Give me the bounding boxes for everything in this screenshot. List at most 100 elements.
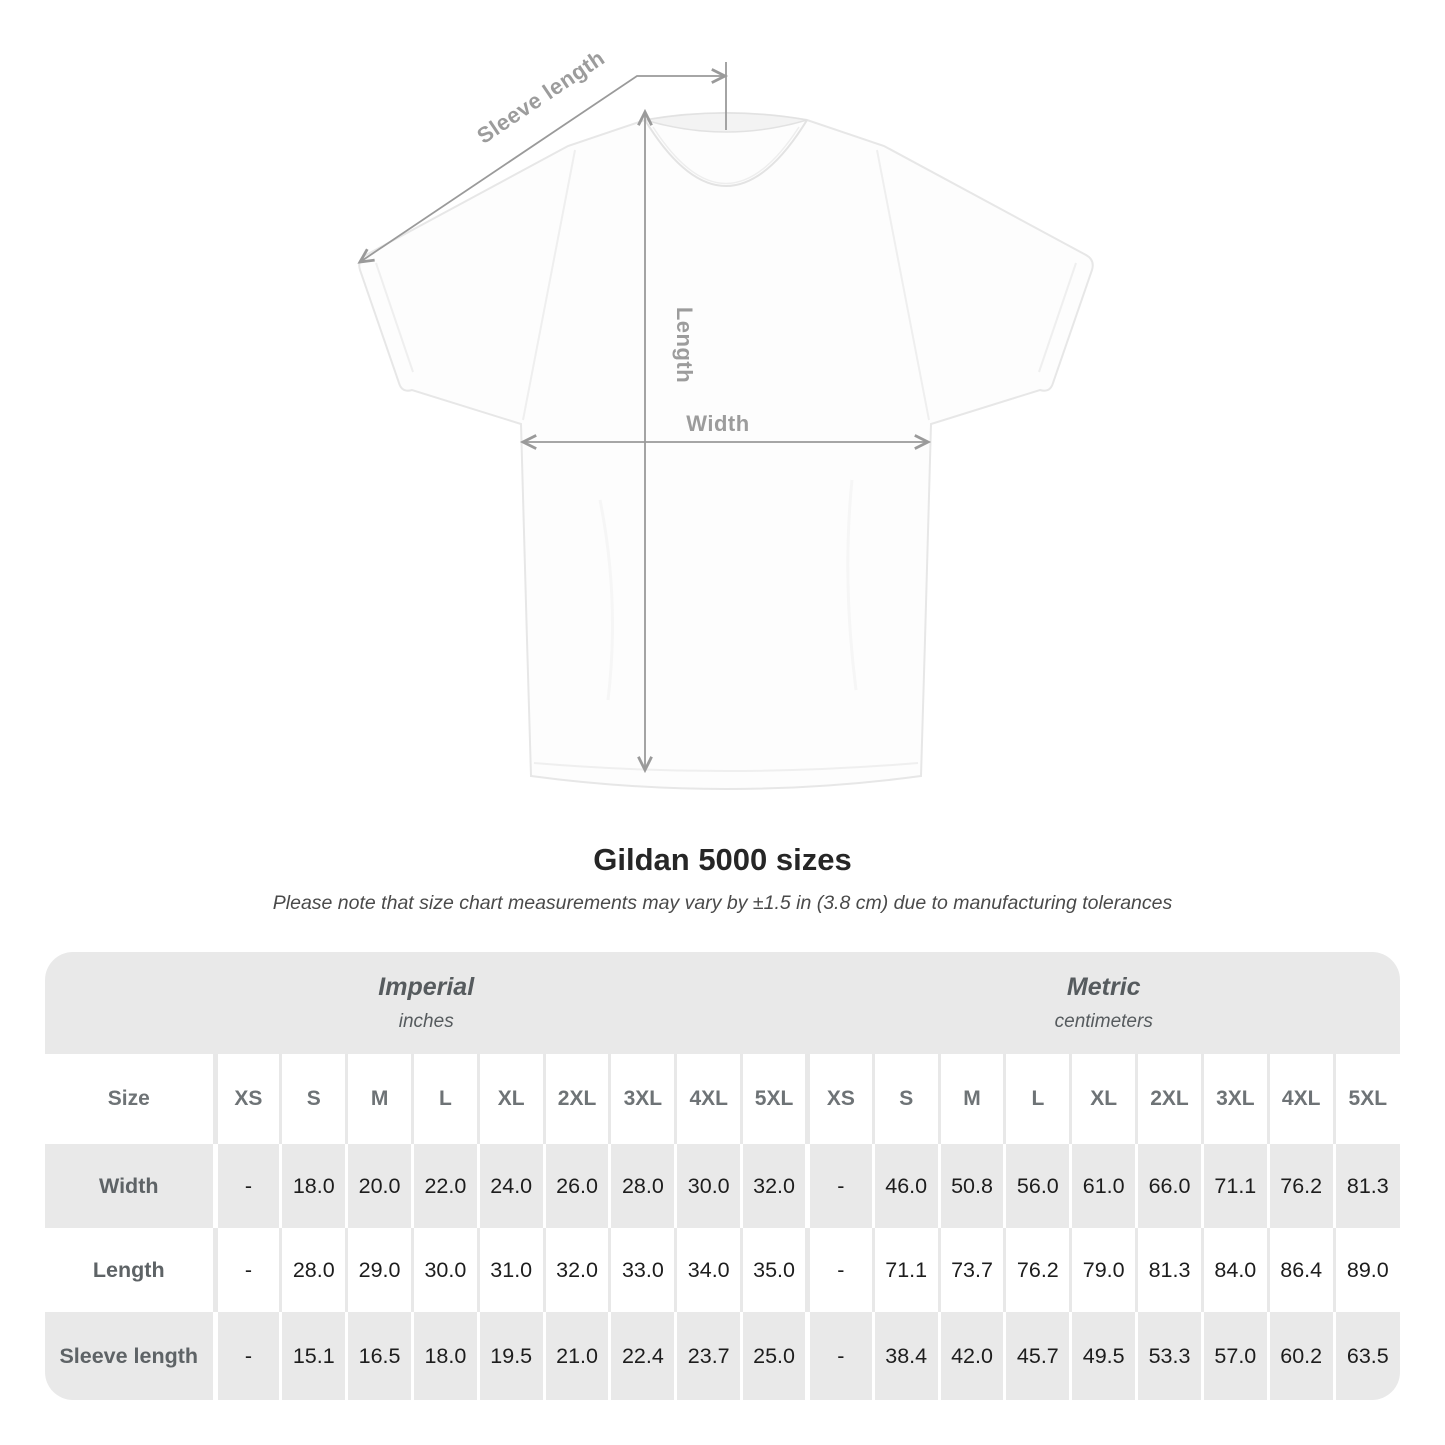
size-col-header: XL: [1069, 1054, 1137, 1144]
size-col-header: 3XL: [608, 1054, 676, 1144]
size-col-header: M: [345, 1054, 413, 1144]
table-cell: 22.0: [410, 1144, 479, 1228]
table-cell: 73.7: [937, 1228, 1005, 1312]
table-cell: 19.5: [476, 1312, 545, 1400]
size-col-header: 4XL: [1266, 1054, 1335, 1144]
width-row: Width - 18.0 20.0 22.0 24.0 26.0 28.0 30…: [45, 1144, 1400, 1228]
size-col-header: L: [410, 1054, 479, 1144]
table-cell: 35.0: [740, 1228, 808, 1312]
table-cell: 63.5: [1332, 1312, 1400, 1400]
table-cell: 61.0: [1069, 1144, 1137, 1228]
table-cell: 79.0: [1069, 1228, 1137, 1312]
size-col-header: 2XL: [1135, 1054, 1203, 1144]
size-col-header: 5XL: [740, 1054, 808, 1144]
table-cell: 60.2: [1266, 1312, 1335, 1400]
table-cell: 46.0: [871, 1144, 940, 1228]
table-cell: 53.3: [1135, 1312, 1203, 1400]
table-cell: 71.1: [1200, 1144, 1269, 1228]
table-cell: 71.1: [871, 1228, 940, 1312]
metric-unit: centimeters: [1054, 1011, 1153, 1032]
size-col-header: 5XL: [1332, 1054, 1400, 1144]
table-cell: 89.0: [1332, 1228, 1400, 1312]
metric-title: Metric: [1066, 973, 1141, 1001]
table-cell: 38.4: [871, 1312, 940, 1400]
table-cell: -: [212, 1228, 281, 1312]
tshirt-diagram-svg: Sleeve length Length Width: [357, 45, 1094, 791]
size-chart-table: Imperial inches Metric centimeters Size …: [45, 952, 1400, 1400]
size-chart-container: Imperial inches Metric centimeters Size …: [45, 952, 1400, 1400]
row-label: Width: [45, 1144, 215, 1228]
table-cell: 20.0: [345, 1144, 413, 1228]
table-cell: 28.0: [608, 1144, 676, 1228]
table-cell: -: [804, 1228, 874, 1312]
tshirt-outline: [358, 112, 1094, 791]
size-col-header: XS: [804, 1054, 874, 1144]
size-col-header: XS: [212, 1054, 281, 1144]
table-cell: 31.0: [476, 1228, 545, 1312]
table-cell: 16.5: [345, 1312, 413, 1400]
row-label: Sleeve length: [45, 1312, 215, 1400]
table-cell: 30.0: [674, 1144, 742, 1228]
table-cell: 23.7: [674, 1312, 742, 1400]
table-cell: 18.0: [279, 1144, 347, 1228]
size-header-row: Size XS S M L XL 2XL 3XL 4XL 5XL XS S M …: [45, 1054, 1400, 1144]
sleeve-length-arrow: [357, 68, 729, 264]
tshirt-bottom-hem: [533, 762, 919, 772]
imperial-title: Imperial: [378, 973, 475, 1001]
table-cell: 22.4: [608, 1312, 676, 1400]
size-col-header: 3XL: [1200, 1054, 1269, 1144]
table-cell: 18.0: [410, 1312, 479, 1400]
table-cell: 28.0: [279, 1228, 347, 1312]
tshirt-wrinkle: [846, 479, 858, 691]
tolerance-note: Please note that size chart measurements…: [272, 892, 1173, 914]
row-label: Length: [45, 1228, 215, 1312]
size-col-header: 2XL: [542, 1054, 610, 1144]
table-cell: 33.0: [608, 1228, 676, 1312]
width-label: Width: [686, 411, 749, 436]
table-cell: 76.2: [1003, 1228, 1071, 1312]
table-cell: 56.0: [1003, 1144, 1071, 1228]
table-cell: -: [212, 1312, 281, 1400]
tshirt-measurement-diagram: Sleeve length Length Width: [357, 45, 1094, 791]
table-cell: 32.0: [740, 1144, 808, 1228]
table-cell: -: [212, 1144, 281, 1228]
size-col-header: M: [937, 1054, 1005, 1144]
table-cell: 30.0: [410, 1228, 479, 1312]
table-cell: 24.0: [476, 1144, 545, 1228]
size-col-header: XL: [476, 1054, 545, 1144]
tshirt-left-cuff-hem: [375, 262, 414, 373]
size-col-header: 4XL: [674, 1054, 742, 1144]
table-cell: 45.7: [1003, 1312, 1071, 1400]
table-cell: 15.1: [279, 1312, 347, 1400]
table-cell: 81.3: [1135, 1228, 1203, 1312]
sleeve-length-label: Sleeve length: [472, 45, 609, 149]
imperial-header-cell: Imperial inches: [45, 952, 808, 1054]
table-cell: 32.0: [542, 1228, 610, 1312]
table-cell: 21.0: [542, 1312, 610, 1400]
table-cell: 26.0: [542, 1144, 610, 1228]
table-cell: 42.0: [937, 1312, 1005, 1400]
table-cell: -: [804, 1312, 874, 1400]
table-cell: 57.0: [1200, 1312, 1269, 1400]
metric-header-cell: Metric centimeters: [807, 952, 1400, 1054]
imperial-unit: inches: [398, 1011, 454, 1032]
tshirt-wrinkle: [598, 499, 614, 701]
page-title: Gildan 5000 sizes: [593, 842, 852, 877]
size-col-header: S: [871, 1054, 940, 1144]
tshirt-right-sleeve-seam: [876, 149, 930, 421]
tshirt-right-cuff-hem: [1038, 262, 1077, 373]
size-header: Size: [45, 1054, 215, 1144]
sleeve-length-row: Sleeve length - 15.1 16.5 18.0 19.5 21.0…: [45, 1312, 1400, 1400]
unit-band-row: Imperial inches Metric centimeters: [45, 952, 1400, 1054]
table-cell: 25.0: [740, 1312, 808, 1400]
table-cell: 50.8: [937, 1144, 1005, 1228]
table-cell: 86.4: [1266, 1228, 1335, 1312]
table-cell: 76.2: [1266, 1144, 1335, 1228]
table-cell: -: [804, 1144, 874, 1228]
table-cell: 66.0: [1135, 1144, 1203, 1228]
length-label: Length: [672, 307, 697, 383]
table-cell: 84.0: [1200, 1228, 1269, 1312]
table-cell: 29.0: [345, 1228, 413, 1312]
table-cell: 34.0: [674, 1228, 742, 1312]
